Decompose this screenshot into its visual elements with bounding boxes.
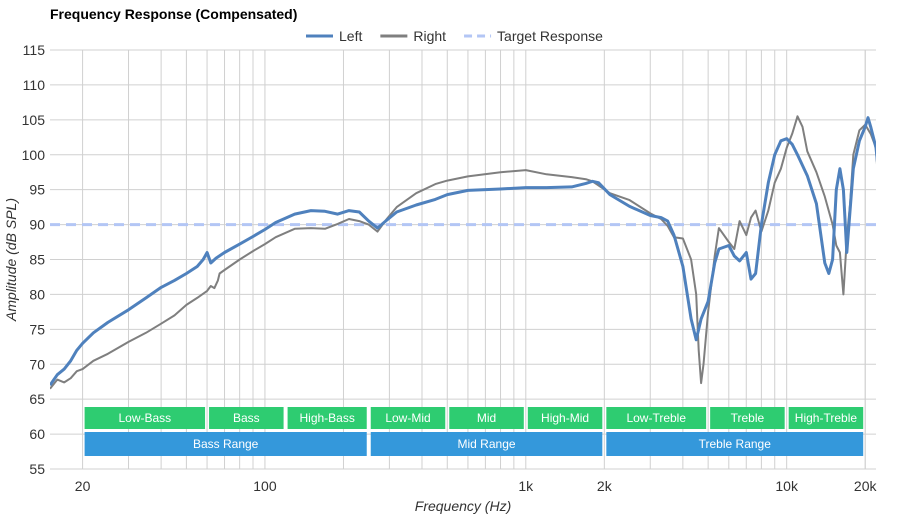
y-tick-label: 105 [22, 112, 46, 128]
band-rect [370, 432, 603, 456]
band-rect [84, 432, 367, 456]
band-label: High-Mid [541, 411, 589, 425]
frequency-bands: Low-Bass Bass High-Bass Low-Mid Mid High-Mid L… [84, 407, 864, 456]
band-label: Low-Bass [118, 411, 171, 425]
y-tick-label: 65 [29, 391, 45, 407]
x-tick-label: 20 [75, 478, 91, 494]
series-lines [50, 115, 876, 390]
x-tick-label: 10k [775, 478, 799, 494]
x-axis-title: Frequency (Hz) [415, 498, 511, 514]
y-tick-label: 90 [29, 217, 45, 233]
y-tick-label: 110 [23, 77, 46, 93]
series-line-right [50, 115, 876, 390]
y-tick-label: 115 [23, 42, 46, 58]
band-rect [606, 432, 864, 456]
band-rect [287, 407, 367, 429]
band-label: Low-Treble [626, 411, 686, 425]
y-tick-label: 75 [29, 321, 45, 337]
band-label: High-Treble [795, 411, 858, 425]
band-rect [606, 407, 707, 429]
y-tick-label: 85 [29, 252, 45, 268]
band-rect [788, 407, 864, 429]
y-tick-label: 70 [29, 356, 45, 372]
tick-labels: 55 60 65 70 75 80 85 90 95 100 105 110 115 20 100 1k 2k 1… [22, 42, 878, 494]
y-tick-label: 95 [29, 182, 45, 198]
legend-label: Left [339, 28, 362, 44]
y-tick-label: 100 [22, 147, 46, 163]
y-tick-label: 80 [29, 286, 45, 302]
legend-label: Right [413, 28, 446, 44]
legend: Left Right Target Response [306, 28, 603, 44]
band-label: Bass Range [193, 437, 259, 451]
band-label: Bass [233, 411, 260, 425]
grid [50, 49, 876, 470]
band-rect [209, 407, 284, 429]
band-label: Mid [477, 411, 496, 425]
x-tick-label: 20k [854, 478, 878, 494]
series-line-left [50, 116, 876, 387]
band-label: Treble [731, 411, 765, 425]
chart-title: Frequency Response (Compensated) [50, 6, 298, 22]
band-rect [710, 407, 785, 429]
y-axis-title: Amplitude (dB SPL) [3, 198, 19, 322]
band-label: Low-Mid [385, 411, 430, 425]
band-rect [527, 407, 603, 429]
x-tick-label: 1k [518, 478, 534, 494]
band-rect [84, 407, 206, 429]
band-label: High-Bass [299, 411, 354, 425]
band-rect [449, 407, 524, 429]
x-tick-label: 100 [253, 478, 277, 494]
band-label: Mid Range [458, 437, 516, 451]
y-tick-label: 55 [29, 461, 45, 477]
band-label: Treble Range [699, 437, 772, 451]
legend-label: Target Response [497, 28, 603, 44]
band-rect [370, 407, 446, 429]
y-tick-label: 60 [29, 426, 45, 442]
x-tick-label: 2k [597, 478, 613, 494]
